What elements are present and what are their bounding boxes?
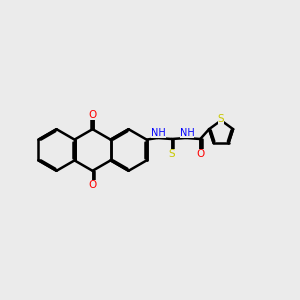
Text: O: O — [88, 110, 97, 119]
Text: S: S — [168, 149, 175, 159]
Text: S: S — [218, 114, 224, 124]
Text: NH: NH — [151, 128, 166, 138]
Text: O: O — [196, 149, 204, 159]
Text: NH: NH — [180, 128, 194, 138]
Text: O: O — [88, 181, 97, 190]
